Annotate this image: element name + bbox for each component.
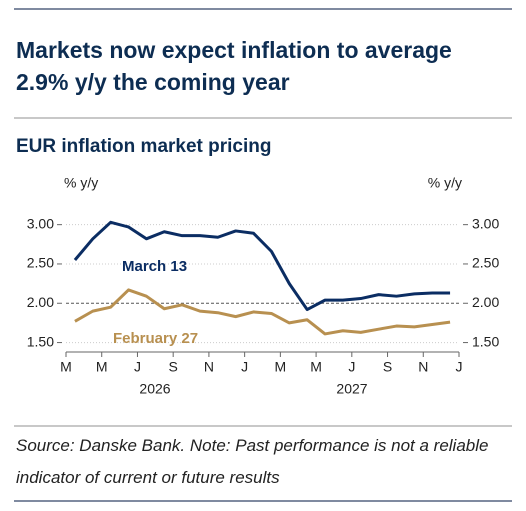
y-tick-label: 1.50 [27,333,54,349]
x-tick-label: M [60,359,72,375]
x-tick-label: M [96,359,108,375]
y-tick-label: 2.50 [27,255,54,271]
y2-tick-label: 1.50 [472,333,499,349]
year-label: 2027 [336,381,367,397]
x-tick-label: J [134,359,141,375]
x-tick-label: N [418,359,428,375]
y-tick-label: 2.00 [27,294,54,310]
x-tick-label: J [348,359,355,375]
divider [14,425,512,427]
x-tick-label: S [169,359,178,375]
x-tick-label: S [383,359,392,375]
bottom-rule [14,500,512,502]
series-label: March 13 [122,258,187,275]
y2-tick-label: 2.00 [472,294,499,310]
y2-tick-label: 3.00 [472,215,499,231]
y2-axis-label: % y/y [428,175,462,191]
divider [14,117,512,119]
year-label: 2026 [139,381,170,397]
title: Markets now expect inflation to average … [16,37,452,95]
y-axis-label: % y/y [64,175,98,191]
top-rule [14,8,512,10]
x-tick-label: J [456,359,463,375]
subtitle: EUR inflation market pricing [16,136,272,157]
series-label: February 27 [113,330,198,347]
source-note: Source: Danske Bank. Note: Past performa… [16,436,489,487]
y2-tick-label: 2.50 [472,255,499,271]
series-line [74,288,451,336]
x-tick-label: J [241,359,248,375]
y-tick-label: 3.00 [27,215,54,231]
x-tick-label: M [275,359,287,375]
x-tick-label: N [204,359,214,375]
x-tick-label: M [310,359,322,375]
chart: % y/y % y/y 1.50 2.00 2.50 3.00 1.50 2.00 2.50 3.… [27,175,500,397]
series-line [73,220,451,312]
